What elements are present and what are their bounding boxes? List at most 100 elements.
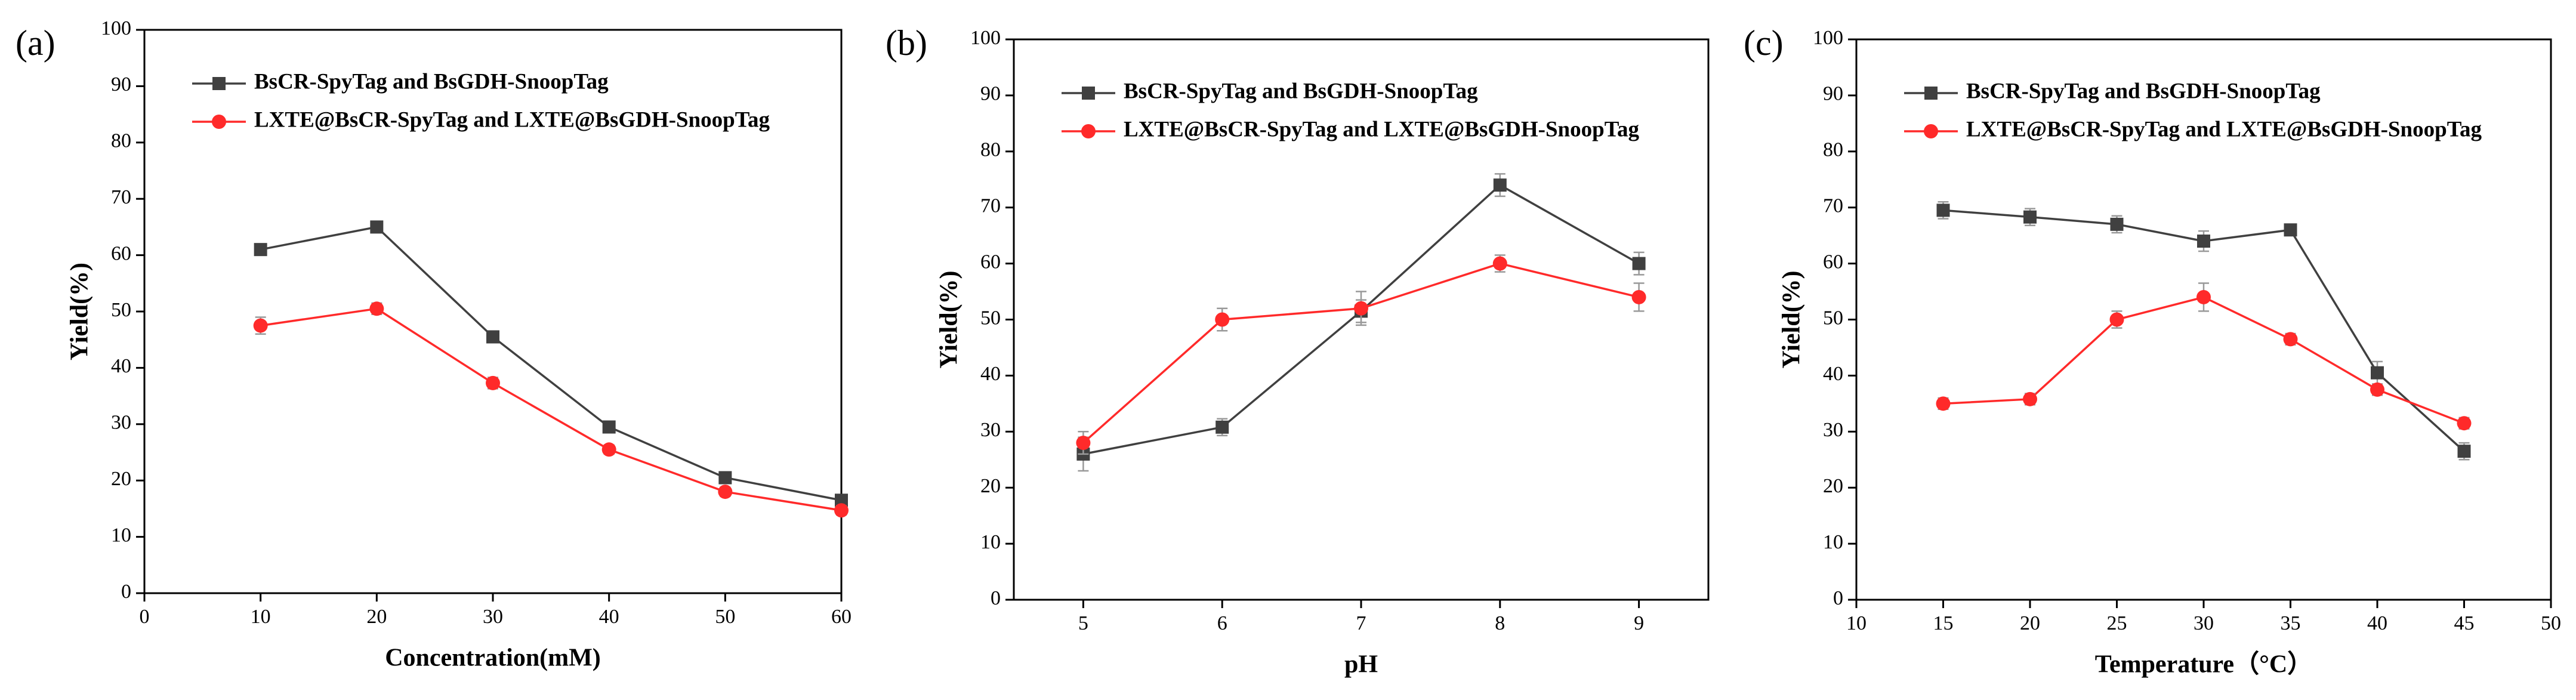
y-tick-label: 10	[980, 531, 1001, 553]
x-tick-label: 7	[1356, 612, 1366, 634]
panel-label: (a)	[16, 23, 55, 63]
y-tick-label: 100	[970, 27, 1001, 49]
x-tick-label: 10	[1846, 612, 1867, 634]
y-tick-label: 30	[1823, 419, 1843, 441]
legend-marker	[1924, 124, 1938, 138]
marker	[1076, 436, 1091, 451]
legend-marker	[1082, 87, 1095, 100]
y-tick-label: 20	[111, 468, 131, 490]
y-tick-label: 40	[980, 363, 1001, 385]
series	[253, 301, 849, 518]
y-tick-label: 30	[111, 412, 131, 434]
x-tick-label: 20	[2020, 612, 2040, 634]
y-tick-label: 10	[1823, 531, 1843, 553]
y-tick-label: 0	[1833, 587, 1843, 609]
marker	[370, 220, 384, 234]
y-tick-label: 90	[1823, 83, 1843, 105]
y-tick-label: 50	[980, 307, 1001, 329]
marker	[2023, 210, 2037, 224]
marker	[1936, 396, 1951, 411]
marker	[1632, 257, 1646, 270]
x-tick-label: 15	[1933, 612, 1954, 634]
marker	[486, 375, 500, 390]
y-tick-label: 50	[1823, 307, 1843, 329]
marker	[1936, 203, 1950, 217]
x-tick-label: 30	[2194, 612, 2214, 634]
marker	[1493, 178, 1507, 192]
x-tick-label: 20	[366, 606, 387, 628]
y-tick-label: 50	[111, 299, 131, 321]
y-tick-label: 40	[111, 355, 131, 377]
y-tick-label: 60	[980, 251, 1001, 273]
marker	[602, 420, 616, 434]
series	[254, 220, 848, 507]
x-tick-label: 5	[1078, 612, 1088, 634]
x-axis-title: Concentration(mM)	[385, 645, 601, 672]
y-tick-label: 70	[1823, 195, 1843, 217]
marker	[718, 485, 733, 499]
series	[1076, 254, 1646, 455]
series-line	[1082, 262, 1640, 444]
y-tick-label: 70	[980, 195, 1001, 217]
legend-label: LXTE@BsCR-SpyTag and LXTE@BsGDH-SnoopTag	[1966, 117, 2482, 141]
marker	[253, 318, 268, 333]
series	[1936, 201, 2471, 461]
y-tick-label: 100	[101, 17, 131, 39]
marker	[2457, 445, 2471, 458]
y-tick-label: 20	[1823, 475, 1843, 497]
legend-label: BsCR-SpyTag and BsGDH-SnoopTag	[1966, 79, 2321, 103]
x-tick-label: 35	[2281, 612, 2301, 634]
y-tick-label: 80	[980, 139, 1001, 161]
x-tick-label: 40	[599, 606, 619, 628]
y-tick-label: 0	[991, 587, 1001, 609]
y-axis-title: Yield(%)	[66, 263, 94, 360]
marker	[2023, 391, 2037, 406]
marker	[2283, 332, 2298, 347]
y-tick-label: 90	[980, 83, 1001, 105]
series-line	[260, 226, 842, 501]
marker	[2109, 312, 2124, 327]
y-tick-label: 80	[1823, 139, 1843, 161]
x-tick-label: 0	[140, 606, 150, 628]
y-tick-label: 10	[111, 524, 131, 546]
marker	[601, 442, 616, 457]
x-tick-label: 50	[2541, 612, 2561, 634]
panel-label: (c)	[1744, 23, 1784, 63]
y-tick-label: 60	[111, 242, 131, 264]
x-axis-title: pH	[1344, 651, 1378, 679]
y-tick-label: 40	[1823, 363, 1843, 385]
x-tick-label: 45	[2454, 612, 2475, 634]
marker	[254, 243, 267, 257]
y-axis-title: Yield(%)	[1778, 270, 1806, 368]
x-tick-label: 6	[1217, 612, 1227, 634]
marker	[1215, 420, 1229, 434]
marker	[1492, 256, 1507, 271]
y-tick-label: 0	[121, 581, 131, 603]
marker	[2370, 382, 2384, 397]
legend-marker	[212, 77, 226, 90]
legend-label: BsCR-SpyTag and BsGDH-SnoopTag	[1124, 79, 1478, 103]
x-tick-label: 8	[1495, 612, 1505, 634]
y-tick-label: 30	[980, 419, 1001, 441]
legend-marker	[1081, 124, 1096, 138]
legend-label: LXTE@BsCR-SpyTag and LXTE@BsGDH-SnoopTag	[254, 107, 770, 132]
x-tick-label: 30	[483, 606, 503, 628]
y-tick-label: 90	[111, 73, 131, 95]
marker	[1631, 289, 1646, 304]
legend-marker	[1924, 87, 1938, 100]
x-tick-label: 25	[2107, 612, 2127, 634]
marker	[2110, 217, 2124, 231]
x-tick-label: 9	[1634, 612, 1644, 634]
legend-label: BsCR-SpyTag and BsGDH-SnoopTag	[254, 69, 609, 94]
x-tick-label: 10	[251, 606, 271, 628]
marker	[1354, 301, 1368, 316]
y-tick-label: 20	[980, 475, 1001, 497]
series-line	[1943, 296, 2465, 424]
x-axis-title: Temperature（°C）	[2095, 650, 2312, 679]
y-tick-label: 100	[1813, 27, 1843, 49]
marker	[2197, 235, 2210, 248]
y-axis-title: Yield(%)	[936, 270, 963, 368]
series	[1936, 282, 2472, 431]
y-tick-label: 70	[111, 186, 131, 208]
